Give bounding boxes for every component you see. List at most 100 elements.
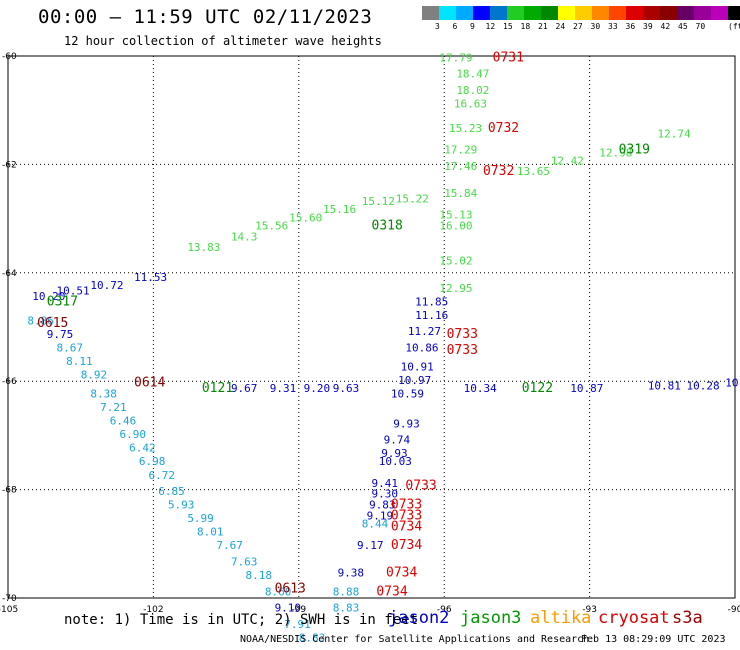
wave-height-label: 16.00 [439, 219, 472, 232]
legend-tick-label: 6 [452, 22, 458, 31]
wave-height-label: 8.18 [245, 569, 272, 582]
wave-height-label: 8.67 [56, 341, 83, 354]
wave-height-label: 9.17 [357, 539, 384, 552]
wave-height-label: 9.30 [372, 488, 399, 501]
longitude-tick-label: -90 [728, 605, 740, 615]
wave-height-label: 9.83 [369, 499, 396, 512]
legend-tick-label: 36 [625, 22, 636, 31]
legend-tick-label: 21 [538, 22, 548, 31]
legend-swatch [728, 6, 740, 20]
wave-height-label: 6.90 [119, 428, 145, 441]
wave-height-label: 5.93 [168, 499, 195, 512]
wave-height-label: 10.87 [570, 382, 603, 395]
pass-time-label: 0733 [447, 327, 478, 342]
map-frame [7, 55, 736, 599]
legend-swatch [677, 6, 694, 20]
satellite-label-altika: altika [530, 608, 592, 628]
wave-height-label: 9.19 [367, 509, 394, 522]
wave-height-label: 17.79 [439, 51, 472, 64]
wave-height-color-legend [422, 6, 740, 20]
latitude-tick-label: -68 [2, 486, 17, 496]
wave-height-label: 10.97 [398, 374, 431, 387]
wave-height-label: 5.99 [187, 512, 214, 525]
wave-height-label: 10.51 [56, 284, 89, 297]
wave-height-label: 6.85 [158, 485, 185, 498]
legend-swatch [541, 6, 558, 20]
wave-height-label: 7.91 [284, 618, 311, 631]
wave-height-label: 6.72 [149, 469, 176, 482]
wave-height-label: 8.88 [333, 585, 360, 598]
wave-height-label: 10.81 [648, 379, 681, 392]
pass-time-label: 0732 [488, 121, 519, 136]
footer-note: note: 1) Time is in UTC; 2) SWH is in fe… [64, 612, 419, 628]
generated-timestamp: Feb 13 08:29:09 UTC 2023 [581, 634, 726, 645]
longitude-tick-label: -96 [437, 605, 452, 615]
pass-time-label: 0615 [37, 316, 68, 331]
wave-height-label: 12.74 [657, 127, 690, 140]
satellite-label-jason3: jason3 [460, 608, 522, 628]
satellite-label-s3a: s3a [672, 608, 703, 628]
legend-tick-label: 30 [590, 22, 601, 31]
wave-height-label: 11.27 [408, 325, 441, 338]
wave-height-label: 8.01 [197, 526, 224, 539]
wave-height-label: 16.63 [454, 97, 487, 110]
legend-tick-label: 27 [573, 22, 583, 31]
legend-swatch [473, 6, 490, 20]
pass-time-label: 0732 [483, 164, 514, 179]
latitude-tick-label: -62 [2, 160, 17, 170]
wave-height-label: 9.20 [304, 382, 331, 395]
wave-height-label: 18.47 [456, 68, 489, 81]
map-subtitle: 12 hour collection of altimeter wave hei… [64, 34, 382, 48]
wave-height-label: 9.93 [393, 417, 420, 430]
pass-time-label: 0734 [391, 519, 422, 534]
legend-tick-label: 24 [555, 22, 566, 31]
latitude-tick-label: -70 [2, 594, 17, 604]
legend-tick-label: 3 [435, 22, 440, 31]
latitude-tick-label: -66 [2, 377, 17, 387]
wave-height-label: 12.98 [599, 146, 632, 159]
pass-time-label: 0734 [386, 565, 417, 580]
wave-height-label: 8.44 [362, 518, 389, 531]
wave-height-label: 13.65 [517, 165, 550, 178]
legend-swatch [439, 6, 456, 20]
legend-swatch [422, 6, 439, 20]
legend-swatch [626, 6, 643, 20]
satellite-label-cryosat: cryosat [598, 608, 670, 628]
wave-height-label: 13.83 [187, 241, 220, 254]
pass-time-label: 0733 [391, 508, 422, 523]
legend-swatch [456, 6, 473, 20]
legend-swatch [558, 6, 575, 20]
wave-height-label: 15.60 [289, 211, 322, 224]
wave-height-label: 7.21 [100, 401, 127, 414]
pass-time-label: 0319 [619, 143, 650, 158]
wave-height-label: 6.46 [110, 415, 137, 428]
wave-height-label: 14.3 [231, 230, 257, 243]
wave-height-label: 10.20 [32, 290, 65, 303]
wave-height-label: 9.31 [270, 382, 297, 395]
legend-tick-label: 39 [643, 22, 653, 31]
pass-time-label: 0122 [522, 381, 553, 396]
latitude-tick-label: -60 [2, 52, 17, 62]
wave-height-label: 17.29 [444, 144, 477, 157]
wave-height-label: 8.83 [299, 631, 326, 644]
wave-height-label: 8.92 [81, 368, 108, 381]
wave-height-label: 10.72 [90, 279, 123, 292]
wave-height-label: 9.67 [231, 382, 257, 395]
pass-time-label: 0614 [134, 376, 165, 391]
wave-height-label: 11.53 [134, 271, 167, 284]
wave-height-label: 8.38 [90, 387, 117, 400]
pass-time-label: 0317 [47, 294, 78, 309]
wave-height-label: 10.59 [391, 387, 424, 400]
legend-tick-label: 18 [520, 22, 531, 31]
wave-height-label: 17.46 [444, 160, 477, 173]
wave-height-label: 11.85 [415, 295, 448, 308]
latitude-tick-label: -64 [2, 269, 17, 279]
wave-height-label: 10.34 [464, 382, 497, 395]
pass-time-label: 0734 [376, 584, 407, 599]
legend-swatch [711, 6, 728, 20]
pass-time-label: 0731 [493, 50, 524, 65]
pass-time-label: 0734 [391, 538, 422, 553]
longitude-tick-label: -105 [0, 605, 18, 615]
